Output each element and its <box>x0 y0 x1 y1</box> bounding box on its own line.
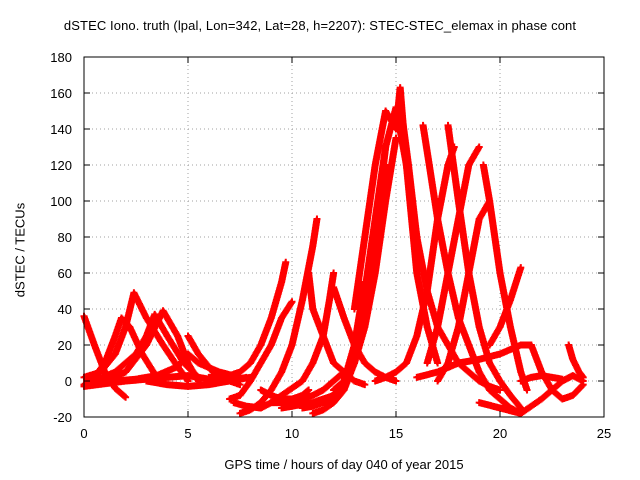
series-9 <box>205 258 290 381</box>
y-tick-label: 80 <box>58 230 72 245</box>
x-tick-label: 20 <box>493 426 507 441</box>
x-tick-label: 15 <box>389 426 403 441</box>
series-31 <box>486 264 525 349</box>
data-point <box>361 381 369 389</box>
y-tick-label: 0 <box>65 374 72 389</box>
y-tick-label: 140 <box>50 122 72 137</box>
y-tick-label: 180 <box>50 50 72 65</box>
chart-title: dSTEC Iono. truth (lpal, Lon=342, Lat=28… <box>63 18 577 33</box>
series-10 <box>226 298 296 403</box>
y-tick-label: 40 <box>58 302 72 317</box>
data-point <box>288 298 296 306</box>
y-tick-label: 60 <box>58 266 72 281</box>
y-tick-label: 120 <box>50 158 72 173</box>
y-tick-label: -20 <box>53 410 72 425</box>
data-point <box>330 269 338 277</box>
data-point <box>313 215 321 223</box>
series-8 <box>142 373 250 390</box>
y-tick-label: 100 <box>50 194 72 209</box>
data-points <box>80 84 587 417</box>
series-14 <box>267 368 348 407</box>
y-tick-label: 160 <box>50 86 72 101</box>
data-point <box>392 377 400 385</box>
x-axis-label: GPS time / hours of day 040 of year 2015 <box>224 457 464 472</box>
x-tick-label: 25 <box>597 426 611 441</box>
data-point <box>305 386 313 394</box>
data-point <box>282 258 290 266</box>
x-tick-label: 5 <box>184 426 191 441</box>
series-12 <box>230 269 338 412</box>
x-tick-label: 10 <box>285 426 299 441</box>
data-point <box>236 381 244 389</box>
data-point <box>122 393 130 401</box>
series-2 <box>80 289 192 385</box>
x-tick-label: 0 <box>80 426 87 441</box>
y-tick-label: 20 <box>58 338 72 353</box>
series-19 <box>330 134 400 394</box>
series-20 <box>305 269 369 389</box>
